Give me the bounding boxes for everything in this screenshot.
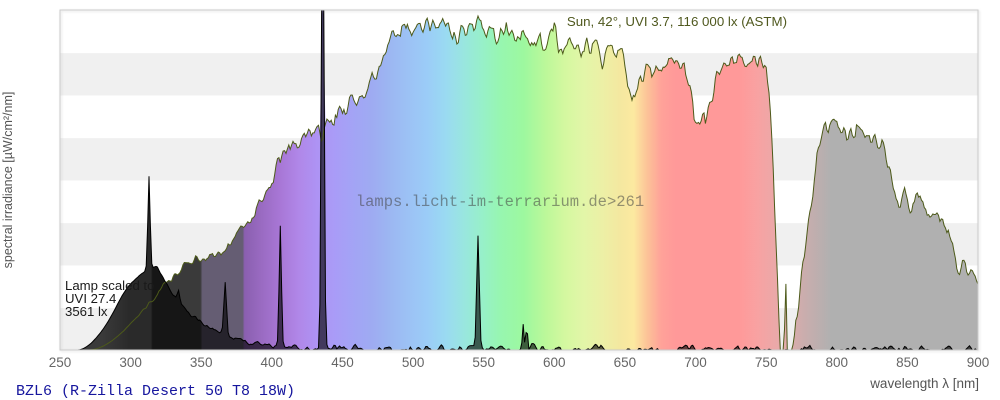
svg-text:450: 450 [331,355,354,370]
svg-text:600: 600 [543,355,566,370]
svg-text:550: 550 [472,355,495,370]
svg-text:850: 850 [896,355,919,370]
svg-text:350: 350 [190,355,213,370]
svg-text:650: 650 [614,355,637,370]
svg-text:700: 700 [684,355,707,370]
svg-text:300: 300 [119,355,142,370]
svg-text:250: 250 [49,355,72,370]
svg-text:BZL6 (R-Zilla Desert 50 T8 18W: BZL6 (R-Zilla Desert 50 T8 18W) [16,383,295,400]
svg-text:3561 lx: 3561 lx [65,304,108,319]
svg-text:spectral irradiance [µW/cm²/nm: spectral irradiance [µW/cm²/nm] [1,92,15,269]
svg-text:750: 750 [755,355,778,370]
svg-text:wavelength λ [nm]: wavelength λ [nm] [869,376,979,391]
svg-text:800: 800 [826,355,849,370]
svg-text:500: 500 [402,355,425,370]
svg-text:Sun, 42°, UVI 3.7, 116 000 lx: Sun, 42°, UVI 3.7, 116 000 lx (ASTM) [567,14,787,29]
svg-text:lamps.licht-im-terrarium.de>26: lamps.licht-im-terrarium.de>261 [356,193,644,211]
svg-text:400: 400 [261,355,284,370]
svg-text:900: 900 [967,355,990,370]
